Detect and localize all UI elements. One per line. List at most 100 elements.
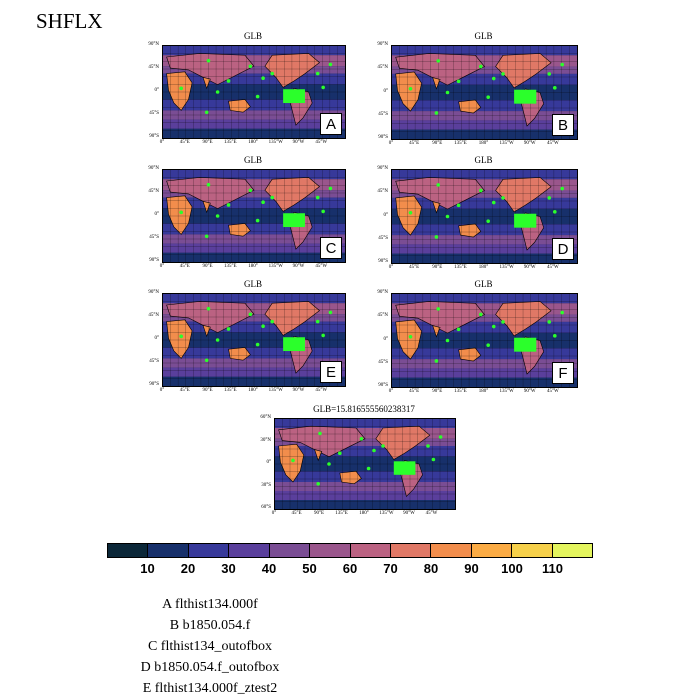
lon-label: 135°W	[499, 141, 514, 146]
station-marker	[204, 358, 209, 363]
lon-label: 90°W	[523, 265, 536, 270]
colorbar-box	[188, 544, 230, 557]
station-marker	[328, 62, 333, 67]
land-namerica	[264, 177, 320, 212]
station-marker	[491, 76, 496, 81]
lon-label: 135°W	[499, 389, 514, 394]
panel-letter: A	[320, 113, 342, 135]
lon-label: 135°E	[223, 140, 237, 145]
lon-label: 180°	[478, 265, 489, 270]
lon-label: 180°	[478, 389, 489, 394]
lon-label: 135°W	[268, 140, 283, 145]
lon-label: 45°E	[409, 389, 420, 394]
station-marker	[248, 312, 253, 317]
lat-label: 60°S	[261, 505, 271, 510]
station-marker	[215, 214, 220, 218]
green-region-box	[283, 89, 305, 104]
station-marker	[315, 319, 320, 324]
lon-label: 45°W	[315, 140, 328, 145]
station-marker	[328, 310, 333, 315]
colorbar-box	[108, 544, 149, 557]
lat-label: 90°S	[149, 134, 159, 139]
lat-label: 45°N	[148, 65, 159, 70]
colorbar-box	[512, 544, 553, 557]
lat-label: 45°N	[148, 313, 159, 318]
station-marker	[553, 86, 557, 90]
global-map: E	[162, 293, 346, 387]
station-marker	[179, 210, 183, 215]
panel-title: GLB	[474, 155, 493, 165]
global-map: B	[391, 45, 578, 140]
station-marker	[206, 58, 211, 63]
lat-label: 45°S	[149, 111, 159, 116]
colorbar-box	[229, 544, 270, 557]
legend-entry: A flthist134.000f	[162, 597, 258, 612]
station-marker	[434, 111, 439, 115]
land-namerica	[495, 301, 552, 337]
lon-label: 0°	[271, 511, 277, 516]
global-map: F	[391, 293, 578, 388]
panel-title: GLB=15.816555560238317	[313, 404, 415, 414]
station-marker	[436, 307, 441, 311]
legend-entry: C flthist134_outofbox	[147, 639, 273, 654]
colorbar-tick-label: 20	[180, 561, 196, 576]
lon-label: 90°W	[403, 511, 415, 516]
colorbar	[107, 543, 593, 558]
colorbar-tick-label: 110	[542, 561, 563, 576]
station-marker	[436, 59, 441, 63]
station-marker	[486, 219, 490, 223]
station-marker	[501, 72, 505, 76]
lon-label: 0°	[388, 389, 394, 394]
station-marker	[456, 79, 461, 84]
panel-title: GLB	[474, 31, 493, 41]
lat-label: 45°S	[378, 111, 388, 117]
station-marker	[261, 324, 265, 328]
lat-label: 90°S	[149, 258, 159, 263]
lon-label: 135°E	[454, 389, 467, 394]
lon-label: 90°E	[202, 140, 213, 145]
station-marker	[372, 448, 376, 453]
lon-label: 90°W	[292, 388, 305, 393]
lat-label: 30°N	[260, 437, 271, 443]
station-marker	[315, 195, 320, 200]
colorbar-tick-label: 70	[383, 561, 398, 576]
lon-label: 180°	[359, 511, 369, 516]
lat-label: 90°N	[377, 290, 388, 295]
station-marker	[328, 186, 333, 191]
station-marker	[206, 306, 211, 311]
station-marker	[445, 338, 450, 343]
panel-title: GLB	[474, 279, 493, 289]
panel-letter: C	[320, 237, 342, 259]
lon-label: 135°E	[223, 388, 237, 393]
lon-label: 90°E	[432, 389, 443, 394]
lon-label: 180°	[478, 141, 489, 146]
legend-entry: B b1850.054.f	[169, 618, 251, 633]
lat-label: 90°S	[149, 382, 159, 387]
station-marker	[366, 466, 371, 471]
colorbar-box	[431, 544, 472, 557]
panel-letter: D	[552, 238, 574, 260]
station-marker	[434, 359, 439, 363]
lon-label: 0°	[388, 265, 394, 270]
lon-label: 90°E	[202, 388, 213, 393]
lat-label: 0°	[383, 212, 389, 218]
station-marker	[327, 462, 331, 466]
lon-label: 45°E	[409, 265, 420, 270]
land-namerica	[264, 53, 320, 88]
colorbar-tick-label: 90	[464, 561, 479, 576]
station-marker	[408, 86, 413, 91]
lon-label: 135°E	[454, 141, 467, 146]
station-marker	[255, 342, 260, 347]
station-marker	[206, 182, 211, 187]
station-marker	[445, 90, 450, 95]
station-marker	[261, 200, 265, 204]
lat-label: 0°	[154, 212, 160, 217]
lat-label: 45°S	[378, 359, 388, 365]
global-map: D	[391, 169, 578, 264]
colorbar-box	[269, 544, 311, 557]
lon-label: 135°W	[499, 265, 514, 270]
figure-title: SHFLX	[36, 9, 103, 33]
colorbar-tick-label: 80	[423, 561, 439, 576]
station-marker	[255, 94, 260, 99]
station-marker	[291, 458, 295, 463]
